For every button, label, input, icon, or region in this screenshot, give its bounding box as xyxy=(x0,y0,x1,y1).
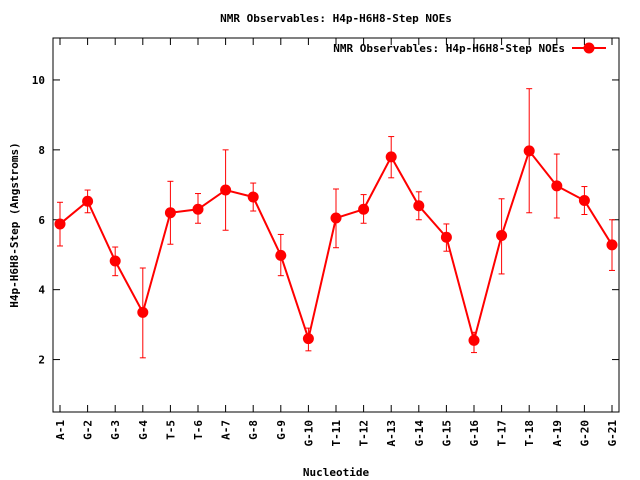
data-point xyxy=(82,195,94,207)
data-point xyxy=(551,180,563,192)
x-tick-label: G-14 xyxy=(413,420,426,447)
data-point xyxy=(220,184,232,196)
y-tick-label: 8 xyxy=(38,144,45,157)
data-point xyxy=(578,195,590,207)
y-axis-label: H4p-H6H8-Step (Angstroms) xyxy=(8,142,21,308)
x-axis: A-1 G-2 G-3 G-4 T-5 T-6 A-7 G-8 G-9 G-10 T-11 T-12 A… xyxy=(54,38,619,447)
y-axis: 2 4 6 8 10 xyxy=(32,74,619,367)
data-point xyxy=(468,334,480,346)
legend-label: NMR Observables: H4p-H6H8-Step NOEs xyxy=(333,42,565,55)
data-point xyxy=(523,145,535,157)
data-point xyxy=(496,229,508,241)
data-points xyxy=(54,145,618,346)
x-tick-label: G-21 xyxy=(606,420,619,447)
x-tick-label: T-18 xyxy=(523,420,536,447)
x-tick-label: A-19 xyxy=(551,420,564,447)
data-point xyxy=(606,239,618,251)
legend-marker xyxy=(583,42,595,54)
data-point xyxy=(54,218,66,230)
data-point xyxy=(192,203,204,215)
x-tick-label: G-4 xyxy=(137,420,150,440)
y-tick-label: 10 xyxy=(32,74,45,87)
y-tick-label: 2 xyxy=(38,354,45,367)
x-tick-label: A-1 xyxy=(54,420,67,440)
x-tick-label: T-17 xyxy=(496,420,509,447)
x-tick-label: T-11 xyxy=(330,420,343,447)
data-point xyxy=(137,306,149,318)
data-point xyxy=(440,231,452,243)
x-tick-label: A-13 xyxy=(385,420,398,447)
data-point xyxy=(109,255,121,267)
y-tick-label: 6 xyxy=(38,214,45,227)
x-tick-label: G-20 xyxy=(578,420,591,447)
data-point xyxy=(330,212,342,224)
data-point xyxy=(358,203,370,215)
legend: NMR Observables: H4p-H6H8-Step NOEs xyxy=(333,42,606,55)
x-tick-label: T-6 xyxy=(192,420,205,440)
data-point xyxy=(413,200,425,212)
x-tick-label: G-9 xyxy=(275,420,288,440)
data-point xyxy=(385,151,397,163)
chart-title: NMR Observables: H4p-H6H8-Step NOEs xyxy=(220,12,452,25)
data-point xyxy=(247,191,259,203)
y-tick-label: 4 xyxy=(38,284,45,297)
data-point xyxy=(164,207,176,219)
x-tick-label: G-8 xyxy=(247,420,260,440)
x-tick-label: T-5 xyxy=(164,420,177,440)
data-point xyxy=(302,333,314,345)
x-tick-label: G-3 xyxy=(109,420,122,440)
x-tick-label: G-16 xyxy=(468,420,481,447)
x-tick-label: G-15 xyxy=(440,420,453,447)
x-tick-label: G-2 xyxy=(82,420,95,440)
x-axis-label: Nucleotide xyxy=(303,466,370,479)
x-tick-label: T-12 xyxy=(358,420,371,447)
data-point xyxy=(275,249,287,261)
x-tick-label: G-10 xyxy=(302,420,315,447)
x-tick-label: A-7 xyxy=(220,420,233,440)
